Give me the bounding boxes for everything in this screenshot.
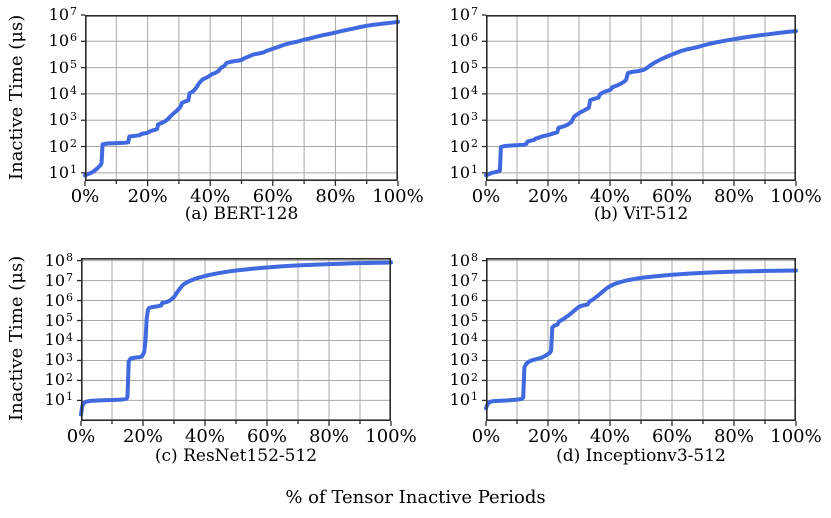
x-tick-label: 60% [651, 426, 692, 447]
y-axis-label-row2: Inactive Time (μs) [6, 255, 27, 421]
x-tick-label: 40% [589, 186, 630, 207]
y-tick-label: 101 [449, 162, 478, 182]
x-tick-label: 60% [246, 426, 287, 447]
x-tick-label: 0% [66, 426, 96, 447]
x-tick-label: 20% [122, 426, 163, 447]
y-tick-label: 105 [44, 310, 73, 330]
y-tick-label: 102 [449, 370, 478, 390]
x-tick-label: 0% [471, 426, 501, 447]
y-tick-label: 105 [449, 57, 478, 77]
axes-border [486, 258, 796, 421]
chart-caption-a: (a) BERT-128 [184, 204, 299, 224]
x-tick-label: 80% [315, 186, 356, 207]
y-tick-label: 106 [48, 31, 77, 51]
x-tick-label: 40% [190, 186, 231, 207]
plot-area-b [482, 14, 798, 186]
series-line-BERT-128 [83, 19, 400, 178]
y-tick-label: 101 [449, 390, 478, 410]
x-tick-label: 80% [713, 186, 754, 207]
y-tick-label: 105 [48, 57, 77, 77]
x-tick-label: 20% [527, 426, 568, 447]
chart-caption-b: (b) ViT-512 [593, 204, 689, 224]
y-tick-label: 106 [44, 290, 73, 310]
axes-border [486, 15, 796, 181]
x-axis-label: % of Tensor Inactive Periods [285, 487, 546, 508]
x-tick-label: 80% [308, 426, 349, 447]
y-tick-label: 101 [44, 390, 73, 410]
y-tick-label: 106 [449, 290, 478, 310]
y-tick-label: 104 [449, 83, 478, 103]
series-line-ResNet152-512 [79, 260, 393, 417]
y-tick-label: 103 [449, 110, 478, 130]
y-tick-label: 104 [48, 83, 77, 103]
y-tick-label: 102 [44, 370, 73, 390]
y-tick-label: 104 [44, 330, 73, 350]
y-tick-label: 108 [44, 250, 73, 270]
axes-border [81, 258, 391, 421]
y-axis-label-row1: Inactive Time (μs) [6, 14, 27, 180]
chart-bert-128: 0% 20% 40% 60% 80% 100% 101 102 103 104 105 106 107 [49, 6, 424, 207]
x-tick-label: 0% [70, 186, 100, 207]
x-tick-label: 100% [770, 186, 822, 207]
chart-resnet152-512: 0% 20% 40% 60% 80% 100% 101 102 103 104 105 106 107 1… [45, 251, 417, 446]
y-tick-label: 104 [449, 330, 478, 350]
x-tick-label: 80% [713, 426, 754, 447]
y-tick-label: 105 [449, 310, 478, 330]
y-tick-label: 103 [48, 110, 77, 130]
series-line-ViT-512 [484, 29, 798, 178]
plot-area-d [482, 258, 798, 426]
y-tick-label: 107 [449, 270, 478, 290]
y-tick-label: 107 [44, 270, 73, 290]
y-tick-label: 102 [48, 136, 77, 156]
x-tick-label: 100% [372, 186, 424, 207]
x-tick-label: 60% [651, 186, 692, 207]
y-tick-label: 101 [48, 162, 77, 182]
y-tick-label: 108 [449, 250, 478, 270]
y-tick-label: 103 [44, 350, 73, 370]
chart-inceptionv3-512: 0% 20% 40% 60% 80% 100% 101 102 103 104 105 106 107 1… [450, 251, 822, 446]
y-tick-label: 106 [449, 31, 478, 51]
x-tick-label: 40% [589, 426, 630, 447]
x-tick-label: 0% [471, 186, 501, 207]
x-tick-label: 20% [127, 186, 168, 207]
axes-border [85, 15, 398, 181]
x-tick-label: 100% [770, 426, 822, 447]
y-tick-label: 107 [449, 5, 478, 24]
chart-vit-512: 0% 20% 40% 60% 80% 100% 101 102 103 104 105 106 107 [450, 6, 822, 207]
chart-caption-d: (d) Inceptionv3-512 [556, 446, 726, 466]
y-tick-label: 103 [449, 350, 478, 370]
x-tick-label: 60% [252, 186, 293, 207]
x-tick-label: 100% [365, 426, 417, 447]
series-line-Inceptionv3-512 [484, 268, 798, 411]
plot-area-c [77, 258, 393, 426]
y-tick-label: 107 [48, 5, 77, 24]
plot-area-a [81, 14, 400, 186]
x-tick-label: 40% [184, 426, 225, 447]
chart-caption-c: (c) ResNet152-512 [154, 446, 318, 466]
y-tick-label: 102 [449, 136, 478, 156]
x-tick-label: 20% [527, 186, 568, 207]
